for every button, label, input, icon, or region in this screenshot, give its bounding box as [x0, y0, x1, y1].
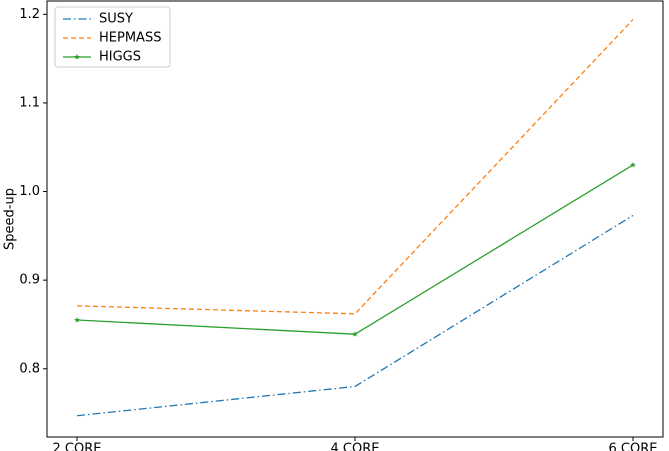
x-tick-label: 6 CORE: [609, 442, 658, 451]
y-tick-label: 0.8: [19, 361, 40, 376]
plot-frame: [46, 0, 664, 438]
marker: [74, 317, 80, 323]
y-axis-label: Speed-up: [3, 188, 18, 250]
line: [76, 214, 634, 417]
y-tick-label: 1.1: [19, 95, 40, 110]
legend-box: [54, 6, 171, 68]
line: [76, 19, 634, 315]
legend-label: HEPMASS: [99, 31, 161, 46]
legend-label: HIGGS: [99, 50, 141, 65]
y-tick-label: 0.9: [19, 273, 40, 288]
x-tick-label: 2 CORE: [53, 442, 102, 451]
legend-marker: [74, 54, 80, 60]
x-tick-label: 4 CORE: [331, 442, 380, 451]
legend-label: SUSY: [99, 12, 133, 27]
y-tick-label: 1.2: [19, 7, 40, 22]
marker: [630, 161, 636, 168]
y-tick-label: 1.0: [19, 184, 40, 199]
marker: [352, 331, 358, 337]
